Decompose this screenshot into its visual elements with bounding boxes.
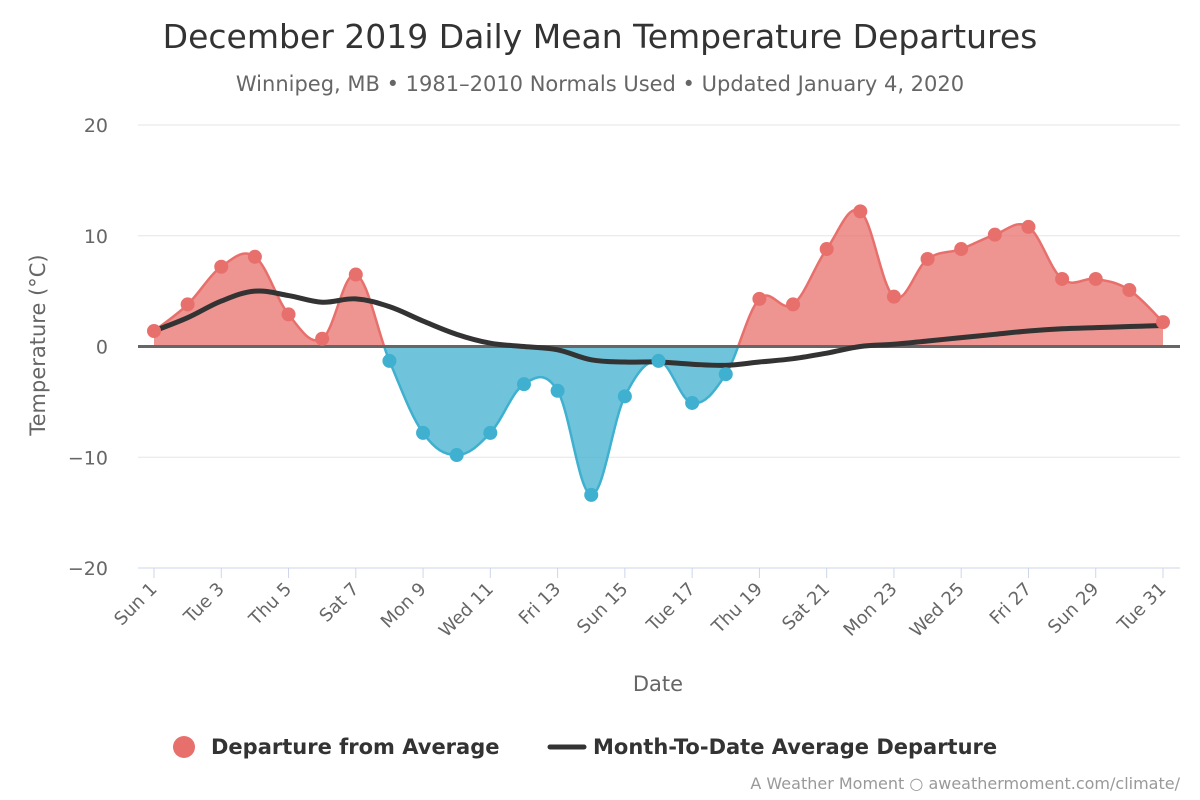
data-point[interactable] xyxy=(180,297,195,312)
data-point[interactable] xyxy=(247,249,262,264)
x-tick-label: Sun 15 xyxy=(573,579,632,638)
x-tick-label: Sat 21 xyxy=(778,579,834,635)
data-point[interactable] xyxy=(348,267,363,282)
x-tick-label: Mon 23 xyxy=(840,579,902,641)
y-tick-label: −20 xyxy=(68,558,108,580)
data-point[interactable] xyxy=(449,448,464,463)
data-point[interactable] xyxy=(416,425,431,440)
data-point[interactable] xyxy=(920,252,935,267)
data-point[interactable] xyxy=(584,487,599,502)
x-tick-label: Fri 27 xyxy=(986,579,1036,629)
x-tick-label: Tue 3 xyxy=(179,579,228,628)
x-tick-label: Sat 7 xyxy=(315,579,363,627)
data-point[interactable] xyxy=(1021,219,1036,234)
data-point[interactable] xyxy=(886,289,901,304)
data-point[interactable] xyxy=(617,389,632,404)
data-point[interactable] xyxy=(1088,271,1103,286)
x-axis-title: Date xyxy=(633,672,683,696)
x-tick-label: Fri 13 xyxy=(515,579,565,629)
chart-title: December 2019 Daily Mean Temperature Dep… xyxy=(163,17,1038,56)
data-point[interactable] xyxy=(1122,283,1137,298)
legend-item-departure[interactable]: Departure from Average xyxy=(173,735,499,759)
data-point[interactable] xyxy=(752,291,767,306)
x-tick-label: Sun 1 xyxy=(110,579,161,630)
y-tick-label: 0 xyxy=(96,337,108,359)
data-point[interactable] xyxy=(147,323,161,338)
chart-credit[interactable]: A Weather Moment ○ aweathermoment.com/cl… xyxy=(750,774,1180,793)
x-tick-label: Tue 17 xyxy=(642,579,700,637)
legend-label-departure: Departure from Average xyxy=(211,735,499,759)
data-point[interactable] xyxy=(819,242,834,257)
data-point[interactable] xyxy=(987,227,1002,242)
x-tick-label: Wed 11 xyxy=(435,579,498,642)
x-tick-label: Mon 9 xyxy=(377,579,431,633)
x-tick-label: Sun 29 xyxy=(1044,579,1103,638)
x-tick-label: Thu 19 xyxy=(707,579,767,639)
data-point[interactable] xyxy=(550,383,565,398)
data-point[interactable] xyxy=(315,331,330,346)
departure-area-negative xyxy=(154,346,1163,495)
y-tick-label: −10 xyxy=(68,447,108,469)
data-point[interactable] xyxy=(718,367,733,382)
legend-marker-departure xyxy=(173,736,195,758)
y-axis-ticks: 20 10 0 −10 −20 xyxy=(68,115,108,580)
data-point[interactable] xyxy=(786,297,801,312)
departure-points xyxy=(147,204,1170,502)
data-point[interactable] xyxy=(954,242,969,257)
y-tick-label: 10 xyxy=(84,226,108,248)
chart-subtitle: Winnipeg, MB • 1981–2010 Normals Used • … xyxy=(236,72,964,96)
data-point[interactable] xyxy=(483,425,498,440)
data-point[interactable] xyxy=(853,204,868,219)
x-tick-label: Wed 25 xyxy=(906,579,969,642)
data-point[interactable] xyxy=(651,353,666,368)
x-axis-ticks: Sun 1 Tue 3 Thu 5 Sat 7 Mon 9 Wed 11 Fri 13 Sun… xyxy=(110,568,1171,642)
data-point[interactable] xyxy=(1156,315,1170,330)
legend-label-month-to-date: Month-To-Date Average Departure xyxy=(593,735,997,759)
y-axis-title: Temperature (°C) xyxy=(26,254,50,436)
departure-area xyxy=(153,208,1164,497)
data-point[interactable] xyxy=(685,395,700,410)
data-point[interactable] xyxy=(516,377,531,392)
x-tick-label: Tue 31 xyxy=(1113,579,1171,637)
y-tick-label: 20 xyxy=(84,115,108,137)
x-tick-label: Thu 5 xyxy=(244,579,296,631)
legend-item-month-to-date[interactable]: Month-To-Date Average Departure xyxy=(547,735,997,759)
legend: Departure from Average Month-To-Date Ave… xyxy=(173,735,997,759)
data-point[interactable] xyxy=(1055,271,1070,286)
data-point[interactable] xyxy=(281,307,296,322)
data-point[interactable] xyxy=(382,353,397,368)
departure-area-positive xyxy=(154,209,1163,347)
data-point[interactable] xyxy=(214,259,229,274)
